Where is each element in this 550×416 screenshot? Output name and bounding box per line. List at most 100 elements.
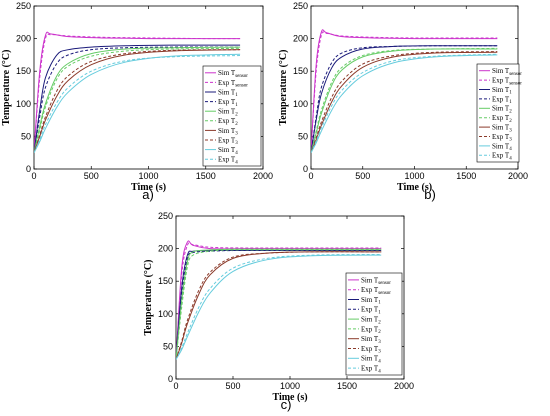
y-tick-label: 100 [293, 99, 308, 109]
y-tick-label: 0 [26, 164, 31, 174]
y-tick-label: 50 [163, 341, 173, 351]
legend-label: Exp T3 [361, 345, 381, 355]
legend-label-subscript: 4 [378, 360, 381, 365]
legend-label-subscript: sensor [378, 281, 391, 286]
panel-label: c) [281, 397, 292, 412]
legend-label: Sim T2 [218, 108, 238, 118]
y-tick-label: 50 [298, 131, 308, 141]
x-axis-label: Time (s) [397, 182, 432, 193]
legend-label-subscript: 4 [509, 147, 512, 152]
legend-label: Exp T2 [361, 325, 381, 335]
x-tick-label: 500 [84, 171, 99, 181]
legend-label-subscript: sensor [235, 84, 248, 89]
legend-label: Sim Tsensor [361, 276, 391, 286]
legend-label: Sim Tsensor [492, 67, 522, 77]
legend-label: Sim Tsensor [218, 69, 248, 79]
y-tick-label: 250 [293, 1, 308, 11]
series-group [311, 29, 498, 153]
legend-label: Sim T4 [361, 355, 381, 365]
chart-panel: 0 500 1000 1500 2000 0 50 100 150 200 250 Time (s) T… [143, 211, 414, 403]
legend-label: Sim T2 [492, 105, 512, 115]
y-tick-label: 0 [168, 374, 173, 384]
y-tick-label: 200 [293, 34, 308, 44]
y-tick-label: 250 [158, 211, 173, 221]
legend-label: Exp Tsensor [361, 286, 391, 296]
legend-label: Sim T3 [361, 335, 381, 345]
legend-label-subscript: 1 [235, 93, 238, 98]
legend-label: Exp T4 [218, 156, 238, 166]
legend-label-subscript: 3 [509, 128, 512, 133]
x-axis-label: Time (s) [131, 182, 166, 193]
y-tick-label: 150 [158, 276, 173, 286]
x-tick-label: 500 [225, 381, 240, 391]
legend-label-subscript: 3 [235, 132, 238, 137]
x-tick-label: 1500 [196, 171, 216, 181]
legend-label: Exp T1 [218, 98, 238, 108]
x-tick-label: 500 [355, 171, 370, 181]
y-tick-label: 100 [158, 309, 173, 319]
legend-label-subscript: 2 [509, 119, 512, 124]
legend-label: Sim T4 [492, 142, 512, 152]
series-line [311, 51, 498, 153]
x-tick-label: 0 [173, 381, 178, 391]
panel-label: a) [142, 187, 154, 202]
series-line [176, 250, 382, 360]
legend-label-subscript: 4 [235, 151, 238, 156]
legend-label-subscript: sensor [235, 74, 248, 79]
series-line [311, 29, 498, 153]
series-line [176, 248, 382, 360]
series-group [34, 31, 241, 153]
y-tick-label: 50 [21, 131, 31, 141]
y-tick-label: 150 [293, 66, 308, 76]
x-tick-label: 2000 [394, 381, 414, 391]
series-line [34, 47, 241, 153]
legend-label: Sim T3 [218, 127, 238, 137]
legend-label-subscript: 4 [235, 160, 238, 165]
series-line [34, 46, 241, 153]
legend-label: Sim T1 [492, 86, 512, 96]
legend-label-subscript: 3 [509, 138, 512, 143]
legend-label: Exp T2 [492, 114, 512, 124]
series-line [311, 51, 498, 153]
x-tick-label: 1000 [280, 381, 300, 391]
legend-label-subscript: 3 [378, 340, 381, 345]
legend-label: Exp T3 [492, 133, 512, 143]
panel-label: b) [424, 187, 436, 202]
legend-label: Exp T1 [361, 306, 381, 316]
series-line [34, 44, 241, 153]
legend-label: Exp T3 [218, 136, 238, 146]
legend-label-subscript: sensor [378, 291, 391, 296]
y-tick-label: 250 [16, 1, 31, 11]
series-line [311, 47, 498, 153]
x-tick-label: 1000 [138, 171, 158, 181]
series-line [34, 33, 241, 153]
y-tick-label: 200 [16, 34, 31, 44]
x-tick-label: 0 [308, 171, 313, 181]
chart-panel: 0 500 1000 1500 2000 0 50 100 150 200 250 Time (s) T… [1, 1, 273, 193]
series-line [311, 54, 498, 153]
x-tick-label: 0 [31, 171, 36, 181]
series-line [34, 46, 241, 153]
legend-label: Sim T1 [361, 296, 381, 306]
legend-label: Exp Tsensor [218, 79, 248, 89]
series-line [34, 53, 241, 153]
series-line [176, 240, 382, 360]
legend-label: Exp Tsensor [492, 77, 522, 87]
series-line [176, 250, 382, 360]
y-axis-label: Temperature (°C) [1, 50, 12, 126]
legend-label-subscript: 1 [509, 100, 512, 105]
legend-label-subscript: 4 [509, 157, 512, 162]
legend-label: Exp T1 [492, 95, 512, 105]
x-tick-label: 2000 [253, 171, 273, 181]
series-group [176, 240, 382, 360]
legend-label-subscript: 1 [378, 311, 381, 316]
y-tick-label: 0 [303, 164, 308, 174]
x-tick-label: 1500 [337, 381, 357, 391]
legend-label-subscript: 2 [235, 112, 238, 117]
legend-label-subscript: 2 [378, 320, 381, 325]
chart-panel: 0 500 1000 1500 2000 0 50 100 150 200 250 Time (s) T… [278, 1, 528, 193]
legend-label: Exp T2 [218, 117, 238, 127]
legend-label-subscript: 1 [378, 301, 381, 306]
legend-label-subscript: 2 [235, 122, 238, 127]
